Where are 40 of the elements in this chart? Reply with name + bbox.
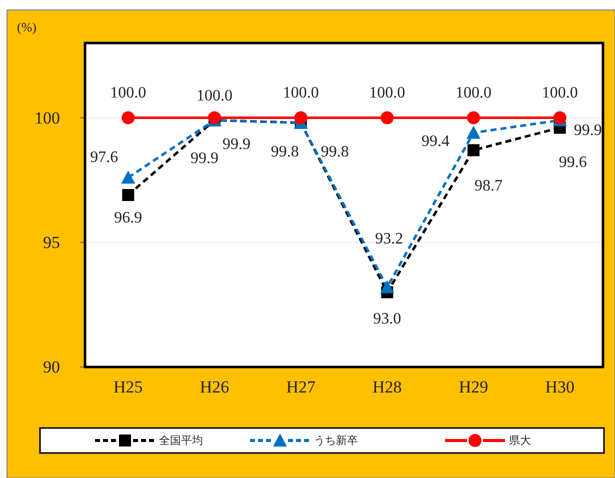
point: [122, 111, 135, 124]
data-label: 99.6: [558, 154, 587, 172]
legend-label: 全国平均: [159, 434, 203, 447]
x-tick-label: H26: [200, 378, 230, 396]
data-label: 99.9: [190, 150, 218, 167]
point: [468, 144, 480, 156]
point: [121, 170, 136, 184]
x-tick-label: H25: [114, 378, 143, 396]
data-label: 93.0: [373, 310, 402, 328]
data-label: 97.6: [90, 149, 118, 166]
data-label: 99.8: [320, 143, 349, 160]
y-tick-label: 90: [43, 358, 60, 376]
point: [380, 280, 394, 294]
legend-label: 県大: [509, 434, 531, 447]
x-tick-label: H28: [372, 378, 402, 396]
data-label: 100.0: [110, 84, 146, 102]
data-label: 99.9: [574, 122, 602, 139]
legend-label: うち新卒: [314, 434, 358, 447]
y-tick-label: 100: [34, 108, 60, 128]
data-label: 96.9: [114, 210, 142, 227]
data-label: 100.0: [196, 87, 232, 104]
data-label: 93.2: [375, 230, 404, 248]
point: [466, 126, 480, 139]
data-label: 100.0: [282, 84, 319, 102]
y-tick-label: 95: [43, 232, 60, 252]
x-tick-label: H29: [458, 378, 488, 396]
data-label: 99.8: [270, 143, 299, 160]
point: [122, 189, 134, 202]
point: [467, 111, 480, 124]
point: [294, 111, 308, 124]
data-label: 100.0: [456, 84, 492, 102]
y-axis-title: (%): [17, 20, 36, 34]
point: [380, 111, 394, 124]
x-tick-label: H30: [545, 378, 574, 396]
data-label: 100.0: [542, 84, 578, 102]
data-label: 99.9: [222, 136, 250, 153]
x-tick-label: H27: [286, 378, 316, 396]
data-label: 98.7: [474, 178, 502, 195]
data-label: 100.0: [369, 84, 406, 102]
data-label: 99.4: [422, 133, 450, 150]
